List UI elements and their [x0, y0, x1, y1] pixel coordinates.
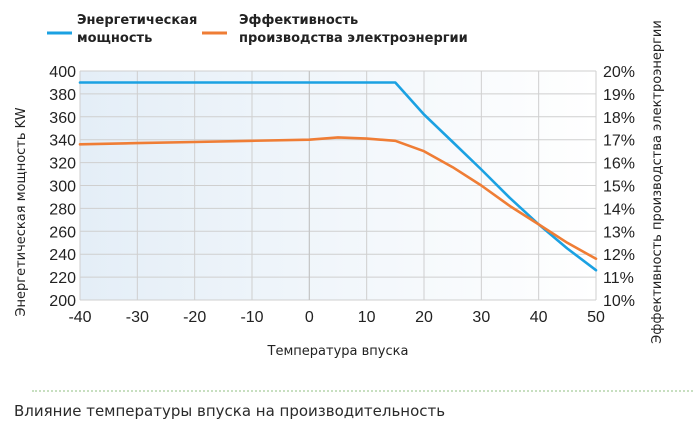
y-left-tick-label: 380: [49, 87, 76, 104]
x-tick-label: 40: [530, 309, 548, 326]
y-left-axis: 400 380 360 340 320 300 280 260 240 220 200: [49, 64, 76, 310]
x-tick-label: 0: [305, 309, 314, 326]
x-tick-label: -20: [183, 309, 206, 326]
x-tick-label: -40: [68, 309, 91, 326]
series-line-efficiency: [78, 136, 598, 261]
y-right-tick-label: 14%: [603, 201, 635, 218]
y-right-tick-label: 15%: [603, 179, 635, 196]
y-right-tick-label: 16%: [603, 156, 635, 173]
y-right-tick-label: 13%: [603, 224, 635, 241]
y-left-axis-title: Энергетическая мощность KW: [14, 107, 29, 316]
x-tick-label: -30: [126, 309, 149, 326]
y-right-axis-title: Эффективность производства электроэнерги…: [650, 20, 665, 344]
y-right-tick-label: 20%: [603, 64, 635, 81]
y-left-tick-label: 220: [49, 270, 76, 287]
y-right-tick-label: 18%: [603, 110, 635, 127]
y-left-tick-label: 200: [49, 293, 76, 310]
y-left-tick-label: 280: [49, 201, 76, 218]
legend: Энергетическая мощность Эффективность произ…: [47, 13, 468, 46]
y-left-tick-label: 300: [49, 179, 76, 196]
series-lines: [78, 81, 598, 272]
y-right-tick-label: 19%: [603, 87, 635, 104]
legend-label: Эффективность производства электроэнергии: [239, 13, 468, 46]
chart-caption: Влияние температуры впуска на производит…: [14, 402, 446, 420]
y-right-tick-label: 12%: [603, 247, 635, 264]
x-tick-label: 30: [472, 309, 490, 326]
y-left-tick-label: 340: [49, 133, 76, 150]
y-right-tick-label: 11%: [603, 270, 634, 287]
x-tick-label: 50: [587, 309, 605, 326]
dotted-separator: [32, 390, 693, 392]
x-axis-title: Температура впуска: [267, 344, 409, 359]
legend-label: Энергетическая мощность: [77, 13, 197, 46]
y-right-axis: 20% 19% 18% 17% 16% 15% 14% 13% 12% 11% 10%: [603, 64, 635, 310]
x-tick-label: 10: [358, 309, 376, 326]
y-right-tick-label: 17%: [603, 133, 635, 150]
series-line-power: [78, 81, 598, 272]
y-left-tick-label: 240: [49, 247, 76, 264]
y-left-tick-label: 360: [49, 110, 76, 127]
x-axis: -40 -30 -20 -10 0 10 20 30 40 50: [68, 309, 605, 326]
x-tick-label: -10: [240, 309, 263, 326]
grid: [79, 70, 597, 301]
x-tick-label: 20: [415, 309, 433, 326]
y-left-tick-label: 320: [49, 156, 76, 173]
y-right-tick-label: 10%: [603, 293, 635, 310]
y-left-tick-label: 400: [49, 64, 76, 81]
y-left-tick-label: 260: [49, 224, 76, 241]
